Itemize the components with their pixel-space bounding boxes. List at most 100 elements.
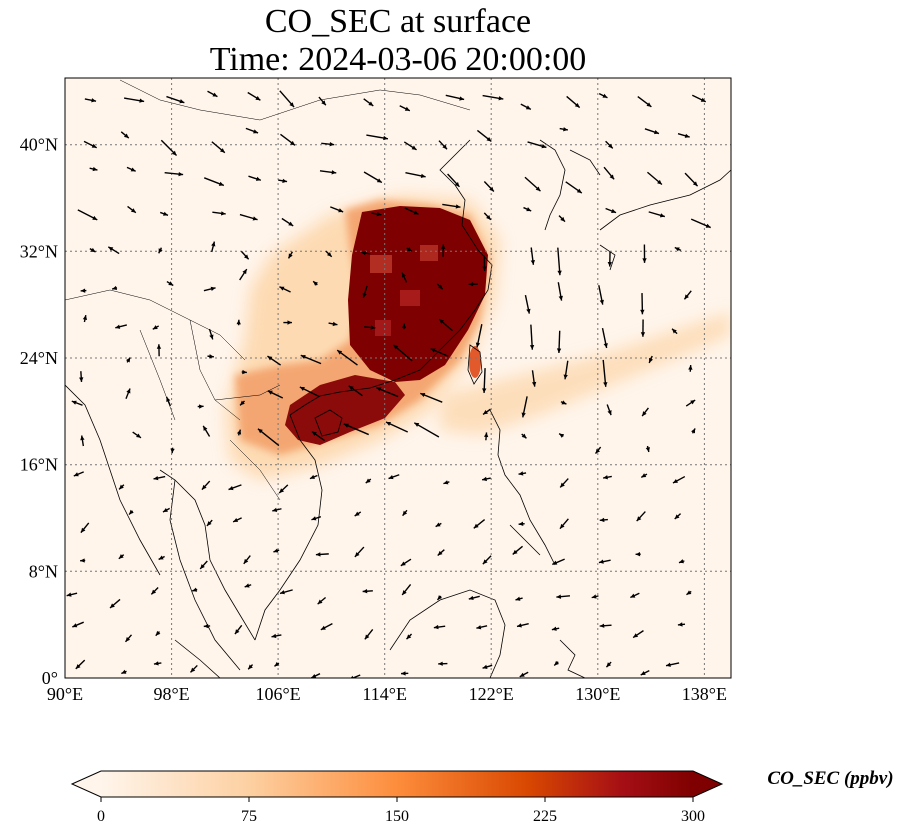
coastline-sumatra bbox=[174, 639, 221, 678]
wind-vector-head bbox=[648, 357, 653, 363]
wind-vector-head bbox=[482, 476, 487, 482]
wind-vector-head bbox=[119, 484, 124, 490]
wind-vector-head bbox=[80, 435, 85, 441]
title-line-1: CO_SEC at surface bbox=[264, 3, 532, 40]
wind-vector-head bbox=[112, 285, 118, 291]
wind-vector-head bbox=[130, 208, 136, 213]
wind-vector-head bbox=[236, 319, 241, 325]
wind-vector-head bbox=[300, 354, 306, 360]
wind-vector-head bbox=[115, 324, 121, 329]
wind-vector-head bbox=[80, 527, 86, 533]
coastline-hainan bbox=[314, 409, 343, 437]
wind-vector-head bbox=[646, 102, 652, 107]
wind-vector-head bbox=[279, 488, 285, 493]
wind-vector-head bbox=[690, 400, 696, 405]
title-line-2: Time: 2024-03-06 20:00:00 bbox=[209, 41, 587, 78]
wind-vector-head bbox=[659, 213, 665, 218]
wind-vector-head bbox=[388, 475, 394, 480]
colorbar-tick-label: 300 bbox=[681, 808, 705, 825]
wind-vector-head bbox=[598, 559, 604, 564]
wind-vector-head bbox=[636, 516, 642, 522]
wind-vector-head bbox=[211, 241, 216, 247]
wind-vector-head bbox=[556, 594, 562, 599]
wind-vector-head bbox=[437, 284, 443, 290]
wind-vector-head bbox=[158, 248, 163, 254]
wind-vector-head bbox=[79, 377, 84, 382]
wind-vector-head bbox=[608, 143, 613, 149]
wind-vector-head bbox=[313, 281, 319, 286]
wind-vector-head bbox=[206, 521, 212, 526]
wind-vector-head bbox=[255, 176, 261, 181]
wind-vector-head bbox=[242, 369, 247, 375]
wind-vector-head bbox=[243, 254, 249, 260]
wind-vector-head bbox=[82, 315, 88, 320]
wind-vector-head bbox=[155, 630, 161, 636]
wind-vector-head bbox=[126, 388, 131, 394]
wind-vector-head bbox=[454, 182, 460, 187]
wind-vector-head bbox=[257, 428, 263, 434]
wind-vector-head bbox=[168, 281, 174, 286]
wind-vector-head bbox=[311, 431, 317, 436]
colorbar: 0 75 150 225 300 bbox=[70, 770, 724, 825]
wind-vector-head bbox=[315, 552, 321, 557]
lat-tick-labels: 0° 8°N 16°N 24°N 32°N 40°N bbox=[20, 135, 58, 688]
wind-vector-head bbox=[684, 133, 690, 138]
wind-vector-head bbox=[162, 507, 168, 513]
wind-vector-head bbox=[657, 179, 662, 185]
wind-vector-head bbox=[108, 246, 114, 252]
lon-tick-label: 130°E bbox=[575, 684, 620, 704]
wind-vector-head bbox=[640, 332, 646, 337]
wind-vector-head bbox=[473, 523, 479, 529]
wind-vector-head bbox=[519, 672, 525, 677]
wind-vector-head bbox=[574, 102, 580, 108]
wind-vector-head bbox=[576, 188, 582, 194]
wind-vector-head bbox=[234, 629, 240, 635]
plume-patch bbox=[370, 255, 392, 273]
wind-vector-head bbox=[198, 404, 204, 409]
wind-vector-head bbox=[414, 422, 420, 427]
wind-vector-head bbox=[560, 482, 565, 488]
wind-vector-head bbox=[190, 667, 196, 673]
wind-vector-head bbox=[552, 560, 558, 565]
lon-tick-label: 98°E bbox=[153, 684, 189, 704]
wind-vector-head bbox=[376, 211, 382, 217]
wind-vector-head bbox=[482, 266, 487, 272]
wind-vector-head bbox=[526, 308, 531, 314]
wind-vector-head bbox=[442, 144, 448, 150]
wind-vector-head bbox=[518, 521, 524, 526]
lat-tick-label: 32°N bbox=[20, 241, 58, 261]
wind-vector-head bbox=[688, 365, 693, 370]
wind-vector-head bbox=[72, 623, 78, 628]
wind-vector-head bbox=[338, 208, 344, 213]
wind-vector-head bbox=[288, 253, 293, 259]
wind-vector-head bbox=[220, 211, 226, 216]
wind-vector-head bbox=[110, 603, 115, 608]
colorbar-extend-low bbox=[72, 771, 101, 797]
colorbar-extend-high bbox=[693, 771, 722, 797]
wind-vector-head bbox=[437, 595, 443, 600]
wind-vector-head bbox=[518, 471, 524, 476]
wind-vector-head bbox=[321, 100, 326, 106]
wind-vector-head bbox=[139, 98, 145, 103]
wind-vector-head bbox=[672, 328, 677, 334]
wind-vector-head bbox=[192, 587, 198, 592]
wind-vector-head bbox=[591, 594, 597, 599]
wind-vectors bbox=[66, 90, 711, 678]
wind-vector-head bbox=[170, 448, 175, 454]
wind-vector-head bbox=[240, 400, 245, 406]
coastline-burma bbox=[65, 384, 161, 576]
wind-vector-head bbox=[486, 136, 492, 142]
wind-vector-head bbox=[645, 447, 650, 453]
wind-vector-head bbox=[602, 93, 608, 98]
wind-vector-head bbox=[393, 344, 399, 350]
wind-vector-head bbox=[515, 596, 521, 601]
wind-vector-head bbox=[674, 514, 680, 520]
wind-vector-head bbox=[401, 671, 406, 676]
wind-vector-head bbox=[558, 295, 563, 301]
coastlines bbox=[65, 79, 731, 678]
wind-vector-head bbox=[530, 260, 535, 265]
lat-tick-label: 16°N bbox=[20, 455, 58, 475]
wind-vector-head bbox=[640, 309, 645, 315]
wind-vector-head bbox=[674, 247, 680, 252]
